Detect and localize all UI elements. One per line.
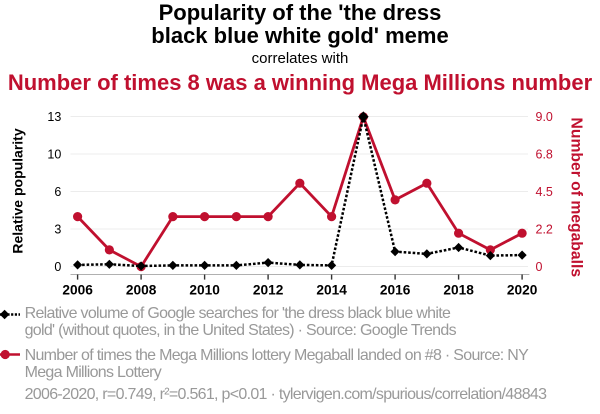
svg-text:2006: 2006 <box>62 283 93 298</box>
svg-text:13: 13 <box>47 110 61 124</box>
svg-text:3: 3 <box>54 222 61 236</box>
svg-text:2014: 2014 <box>316 283 347 298</box>
svg-text:2.2: 2.2 <box>536 222 553 236</box>
svg-text:10: 10 <box>47 147 61 161</box>
svg-text:4.5: 4.5 <box>536 185 553 199</box>
svg-text:0: 0 <box>536 260 543 274</box>
svg-text:6: 6 <box>54 185 61 199</box>
svg-text:6.8: 6.8 <box>536 147 553 161</box>
svg-text:2010: 2010 <box>189 283 220 298</box>
svg-text:2018: 2018 <box>443 283 474 298</box>
svg-text:2020: 2020 <box>507 283 538 298</box>
svg-text:2012: 2012 <box>253 283 284 298</box>
svg-text:Relative popularity: Relative popularity <box>10 128 26 253</box>
svg-text:0: 0 <box>54 260 61 274</box>
svg-text:9.0: 9.0 <box>536 110 553 124</box>
svg-text:Number of megaballs: Number of megaballs <box>568 118 585 278</box>
svg-text:2016: 2016 <box>380 283 411 298</box>
svg-text:2008: 2008 <box>126 283 157 298</box>
